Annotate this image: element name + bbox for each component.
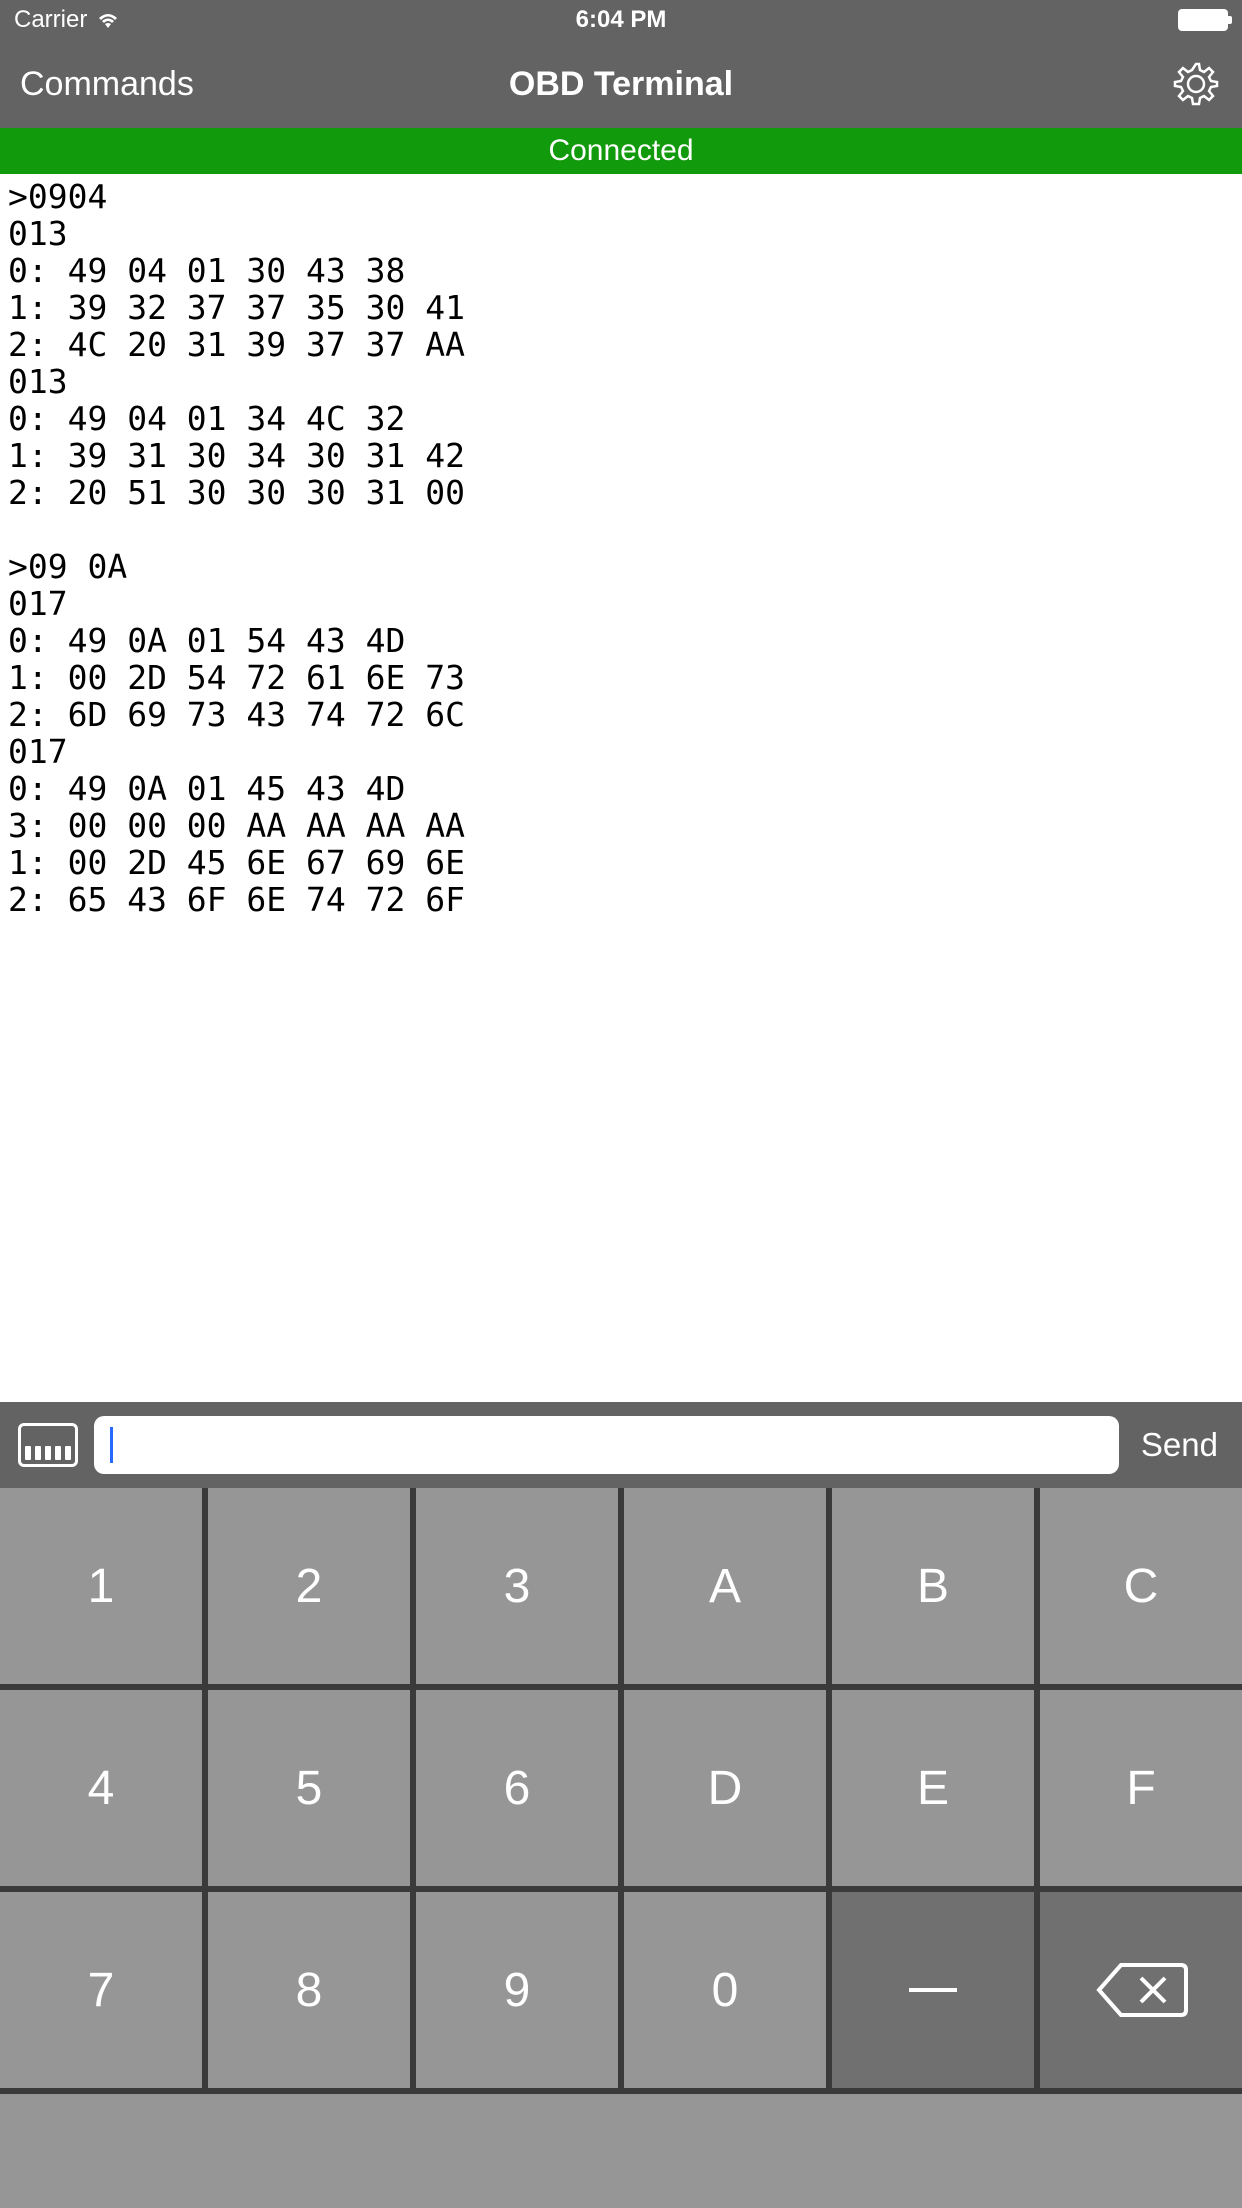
- key-B[interactable]: B: [832, 1488, 1034, 1684]
- key-6[interactable]: 6: [416, 1690, 618, 1886]
- status-bar: Carrier 6:04 PM: [0, 0, 1242, 40]
- key-5[interactable]: 5: [208, 1690, 410, 1886]
- key-D[interactable]: D: [624, 1690, 826, 1886]
- connection-status-banner: Connected: [0, 128, 1242, 174]
- backspace-icon: [1091, 1960, 1191, 2020]
- terminal-output[interactable]: >0904 013 0: 49 04 01 30 43 38 1: 39 32 …: [0, 174, 1242, 1402]
- key-0[interactable]: 0: [624, 1892, 826, 2088]
- send-button[interactable]: Send: [1135, 1426, 1224, 1464]
- keypad-bottom-row: [0, 2088, 1242, 2208]
- key-8[interactable]: 8: [208, 1892, 410, 2088]
- keyboard-toggle-button[interactable]: [18, 1423, 78, 1467]
- key-7[interactable]: 7: [0, 1892, 202, 2088]
- page-title: OBD Terminal: [509, 65, 733, 104]
- text-cursor: [110, 1427, 113, 1463]
- key-E[interactable]: E: [832, 1690, 1034, 1886]
- space-glyph: [909, 1988, 957, 1992]
- clock-label: 6:04 PM: [576, 6, 667, 34]
- battery-icon: [1178, 9, 1228, 31]
- connection-status-label: Connected: [548, 134, 693, 168]
- key-space[interactable]: [832, 1892, 1034, 2088]
- commands-button[interactable]: Commands: [20, 65, 194, 104]
- key-4[interactable]: 4: [0, 1690, 202, 1886]
- key-1[interactable]: 1: [0, 1488, 202, 1684]
- command-input[interactable]: [94, 1416, 1119, 1474]
- gear-icon[interactable]: [1170, 58, 1222, 110]
- carrier-label: Carrier: [14, 6, 87, 34]
- key-A[interactable]: A: [624, 1488, 826, 1684]
- hex-keypad: 123ABC 456DEF 7890: [0, 1488, 1242, 2088]
- key-backspace[interactable]: [1040, 1892, 1242, 2088]
- status-bar-right: [1178, 9, 1228, 31]
- input-bar: Send: [0, 1402, 1242, 1488]
- key-3[interactable]: 3: [416, 1488, 618, 1684]
- keyboard-icon: [25, 1446, 71, 1460]
- wifi-icon: [95, 10, 121, 30]
- status-bar-left: Carrier: [14, 6, 121, 34]
- nav-bar: Commands OBD Terminal: [0, 40, 1242, 128]
- key-9[interactable]: 9: [416, 1892, 618, 2088]
- key-F[interactable]: F: [1040, 1690, 1242, 1886]
- key-C[interactable]: C: [1040, 1488, 1242, 1684]
- key-2[interactable]: 2: [208, 1488, 410, 1684]
